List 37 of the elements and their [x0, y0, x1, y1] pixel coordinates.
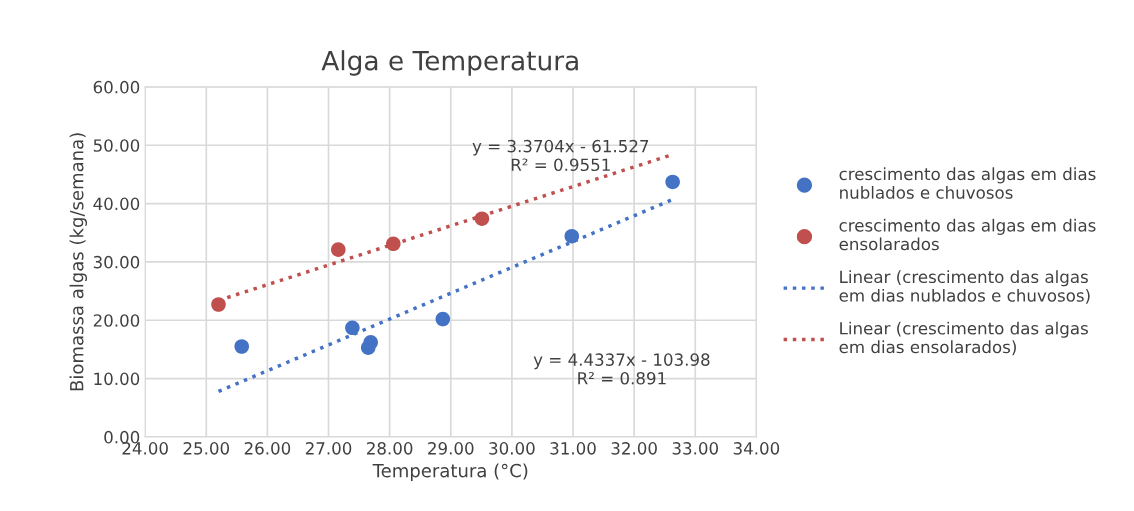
y-tick-label: 50.00 [93, 139, 140, 152]
x-tick-label: 31.00 [550, 442, 596, 455]
point [435, 311, 451, 327]
legend-label: crescimento das algas em dias nublados e chuvosos [839, 167, 1096, 199]
point [474, 211, 490, 226]
point [211, 297, 226, 312]
y-axis-title: Biomassa algas (kg/semana) [69, 133, 88, 391]
x-tick-label: 29.00 [428, 442, 474, 455]
x-axis-title: Temperatura (°C) [372, 463, 528, 481]
x-tick-label: 26.00 [244, 442, 291, 455]
y-tick-label: 60.00 [93, 80, 140, 94]
point [345, 320, 360, 336]
x-tick-label: 30.00 [489, 442, 535, 455]
legend-label: Linear (crescimento das algas em dias ensolarados) [839, 321, 1088, 356]
point [331, 242, 346, 257]
x-tick-label: 34.00 [733, 442, 780, 455]
point [360, 340, 376, 355]
annotation: y = 3.3704x - 61.527 R² = 0.9551 [472, 139, 649, 172]
y-tick-label: 30.00 [93, 255, 140, 269]
x-tick-label: 28.00 [367, 442, 413, 455]
y-tick-label: 20.00 [93, 314, 140, 327]
y-tick-label: 40.00 [93, 197, 140, 211]
point [665, 174, 680, 190]
x-tick-label: 33.00 [672, 442, 719, 455]
chart-title: Alga e Temperatura [321, 50, 578, 76]
point [386, 236, 401, 252]
x-tick-label: 25.00 [183, 442, 230, 455]
point [564, 228, 580, 244]
point [234, 339, 250, 354]
x-tick-label: 32.00 [611, 442, 657, 455]
x-tick-label: 24.00 [122, 442, 168, 455]
annotation: y = 4.4337x - 103.98 R² = 0.891 [533, 353, 710, 385]
legend-label: crescimento das algas em dias ensolarados [839, 218, 1096, 251]
y-tick-label: 0.00 [104, 430, 140, 444]
x-tick-label: 27.00 [305, 442, 352, 455]
y-tick-label: 10.00 [94, 372, 140, 386]
legend-label: Linear (crescimento das algas em dias nublados e chuvosos) [839, 270, 1090, 304]
